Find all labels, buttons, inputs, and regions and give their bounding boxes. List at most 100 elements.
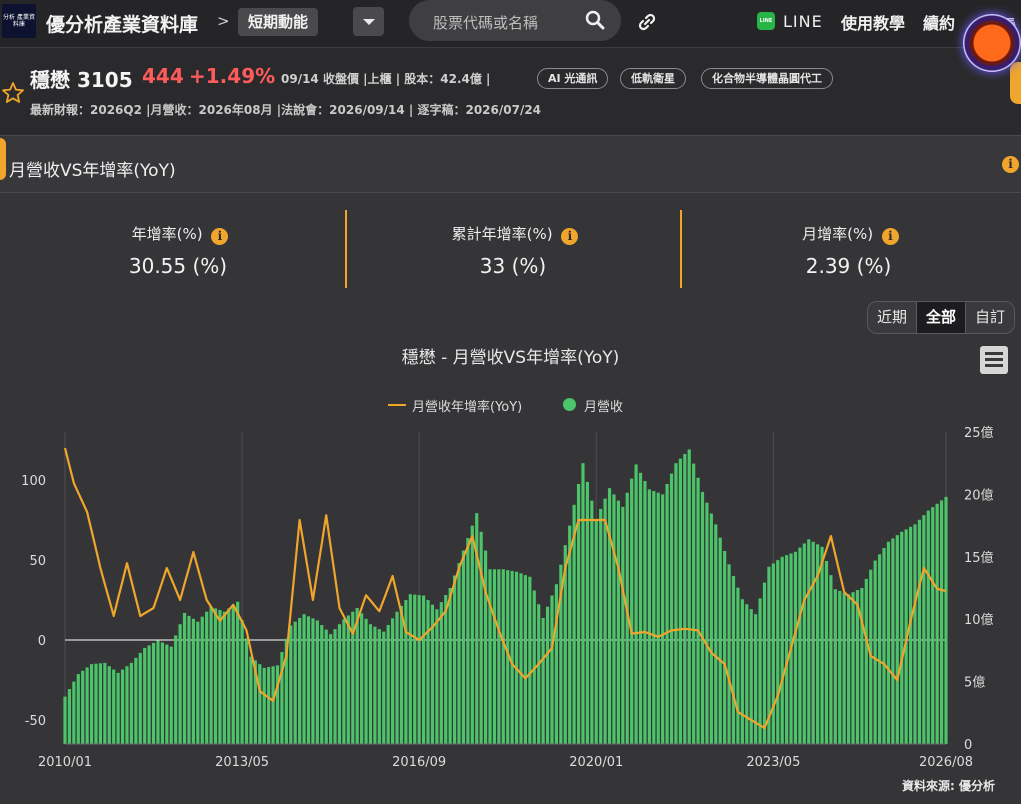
revenue-bar bbox=[112, 669, 116, 744]
tag-compound-semiconductor[interactable]: 化合物半導體晶圓代工 bbox=[701, 68, 833, 89]
revenue-bar bbox=[373, 626, 377, 744]
section-dropdown-button[interactable] bbox=[353, 7, 384, 36]
revenue-bar bbox=[740, 599, 744, 744]
range-custom-button[interactable]: 自訂 bbox=[966, 302, 1015, 333]
y-right-tick-label: 10億 bbox=[964, 612, 994, 628]
revenue-bar bbox=[475, 513, 479, 744]
tag-leo-satellite[interactable]: 低軌衛星 bbox=[620, 68, 686, 89]
revenue-bar bbox=[298, 617, 302, 744]
revenue-bar bbox=[762, 582, 767, 744]
revenue-bar bbox=[222, 611, 226, 744]
stock-header: 穩懋 3105 444 +1.49% 09/14 收盤價 |上櫃 | 股本：42… bbox=[0, 48, 1021, 136]
revenue-bar bbox=[147, 645, 151, 744]
link-icon[interactable] bbox=[637, 12, 657, 32]
revenue-bar bbox=[793, 551, 798, 744]
revenue-bar bbox=[780, 556, 784, 744]
range-all-button[interactable]: 全部 bbox=[917, 302, 967, 333]
revenue-bar bbox=[346, 615, 350, 744]
kpi-cumulative-info-icon[interactable]: i bbox=[561, 228, 579, 245]
revenue-bar bbox=[625, 492, 629, 744]
range-recent-button[interactable]: 近期 bbox=[868, 302, 918, 333]
revenue-bar bbox=[320, 625, 324, 744]
revenue-bar bbox=[718, 537, 722, 744]
kpi-mom-value: 2.39 (%) bbox=[805, 254, 892, 278]
revenue-bar bbox=[483, 550, 488, 744]
revenue-bar bbox=[634, 464, 638, 744]
revenue-bar bbox=[85, 667, 89, 744]
legend-yoy-label[interactable]: 月營收年增率(YoY) bbox=[412, 400, 523, 415]
revenue-bar bbox=[289, 625, 293, 744]
panel-title: 月營收VS年增率(YoY) bbox=[9, 161, 176, 181]
tag-ai-optical[interactable]: AI 光通訊 bbox=[537, 68, 609, 89]
revenue-bar bbox=[506, 570, 510, 744]
revenue-bar bbox=[692, 463, 696, 744]
revenue-bar bbox=[453, 575, 457, 744]
nav-tutorial-link[interactable]: 使用教學 bbox=[841, 14, 906, 33]
x-tick-label: 2013/05 bbox=[215, 755, 269, 770]
panel-info-icon[interactable]: i bbox=[1002, 156, 1019, 173]
revenue-bar bbox=[687, 449, 691, 744]
nav-renew-link[interactable]: 續約 bbox=[923, 14, 956, 33]
revenue-bar bbox=[652, 491, 656, 744]
revenue-bar bbox=[386, 625, 390, 744]
revenue-bar bbox=[218, 610, 222, 744]
x-tick-label: 2016/09 bbox=[392, 755, 446, 770]
search-input[interactable]: 股票代碼或名稱 bbox=[433, 14, 539, 32]
revenue-bar bbox=[616, 500, 620, 744]
revenue-bar bbox=[678, 458, 682, 744]
revenue-bar bbox=[607, 488, 612, 744]
line-link[interactable]: LINE bbox=[783, 12, 823, 31]
revenue-bar bbox=[922, 515, 926, 744]
revenue-bar bbox=[576, 484, 581, 744]
revenue-bar bbox=[280, 652, 284, 744]
revenue-bar bbox=[833, 589, 837, 744]
revenue-bar bbox=[643, 481, 647, 744]
x-tick-label: 2023/05 bbox=[746, 755, 800, 770]
section-selector[interactable]: 短期動能 bbox=[238, 8, 319, 36]
revenue-bar bbox=[745, 604, 749, 744]
revenue-bar bbox=[798, 547, 802, 744]
revenue-bar bbox=[638, 472, 643, 744]
revenue-bar bbox=[94, 663, 98, 744]
stock-search-box[interactable]: 股票代碼或名稱 bbox=[409, 0, 621, 41]
revenue-bar bbox=[612, 494, 616, 744]
revenue-bar bbox=[368, 624, 373, 744]
y-right-tick-label: 15億 bbox=[964, 550, 994, 566]
revenue-bar bbox=[178, 624, 182, 744]
kpi-label-row: 月增率(%) i bbox=[681, 223, 1016, 245]
legend-revenue-label[interactable]: 月營收 bbox=[584, 400, 624, 415]
x-tick-label: 2010/01 bbox=[38, 755, 92, 770]
kpi-yoy-info-icon[interactable]: i bbox=[211, 228, 229, 245]
search-icon[interactable] bbox=[585, 10, 605, 30]
revenue-bar bbox=[408, 594, 412, 744]
revenue-bar bbox=[824, 560, 829, 744]
revenue-bar bbox=[820, 546, 824, 744]
revenue-bar bbox=[776, 560, 780, 744]
favorite-star-icon[interactable] bbox=[1, 81, 25, 105]
revenue-bar bbox=[886, 541, 891, 744]
revenue-bar bbox=[594, 519, 598, 744]
revenue-bar bbox=[727, 564, 731, 744]
legend-yoy-swatch bbox=[388, 404, 406, 406]
revenue-bar bbox=[723, 550, 727, 744]
line-logo-icon[interactable]: LINE bbox=[757, 12, 775, 30]
user-avatar[interactable] bbox=[963, 14, 1021, 72]
revenue-yoy-chart[interactable]: 100 50 0 -50 25億 20億 15億 10億 5億 0 2010/01 2013/05 20… bbox=[0, 420, 1021, 776]
revenue-bar bbox=[324, 629, 328, 744]
y-right-tick-label: 0 bbox=[964, 738, 972, 753]
revenue-bar bbox=[160, 642, 164, 744]
site-logo[interactable]: 分析 產業資料庫 bbox=[2, 4, 36, 38]
revenue-bar bbox=[541, 617, 545, 744]
revenue-bar bbox=[891, 538, 895, 744]
kpi-mom-info-icon[interactable]: i bbox=[881, 228, 899, 245]
revenue-bar bbox=[908, 526, 913, 744]
revenue-bar bbox=[519, 573, 523, 744]
revenue-bar bbox=[138, 652, 142, 744]
logo-text: 分析 產業資料庫 bbox=[3, 14, 35, 28]
site-title[interactable]: 優分析產業資料庫 bbox=[46, 14, 199, 36]
yoy-line bbox=[63, 447, 947, 730]
kpi-yoy-value: 30.55 (%) bbox=[128, 254, 228, 278]
chart-menu-icon[interactable] bbox=[980, 346, 1008, 374]
revenue-bar bbox=[851, 592, 855, 744]
side-panel-tab[interactable] bbox=[1010, 62, 1021, 104]
